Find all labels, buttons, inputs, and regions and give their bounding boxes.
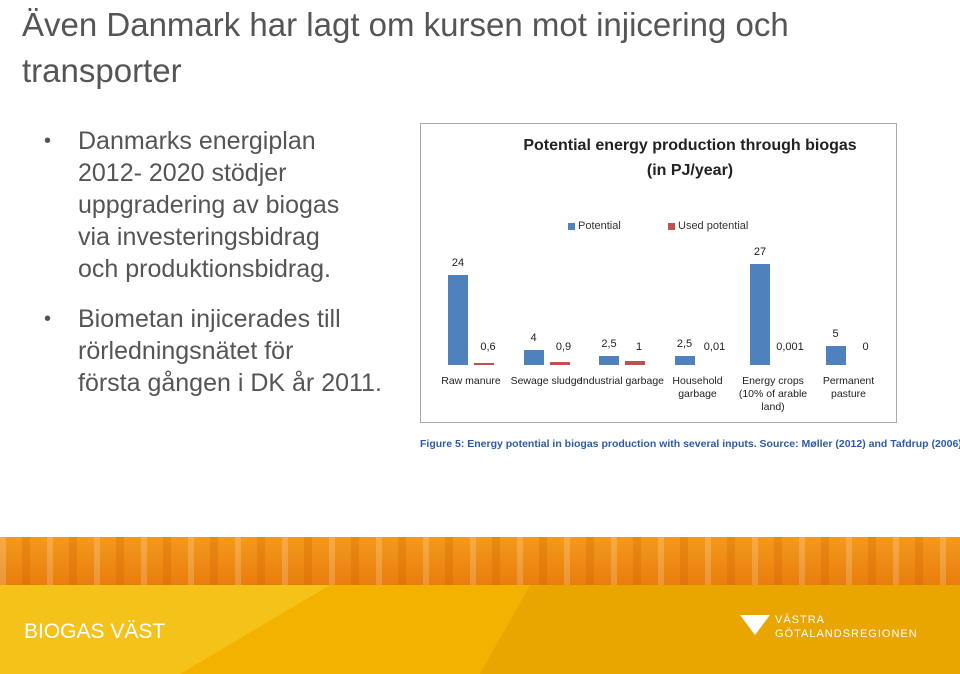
x-tick-label: Sewage sludge xyxy=(510,375,583,387)
slide-title: Även Danmark har lagt om kursen mot inji… xyxy=(22,6,789,89)
chart-title: Potential energy production through biog… xyxy=(523,137,857,154)
decorative-stripe xyxy=(0,537,960,585)
value-label: 0 xyxy=(862,341,869,353)
bar xyxy=(674,355,695,365)
value-label: 2,5 xyxy=(676,337,693,350)
chart-frame xyxy=(420,123,897,423)
value-label: 1 xyxy=(635,341,643,353)
value-label: 2,5 xyxy=(601,337,617,350)
bar xyxy=(448,275,468,365)
figure-caption: Figure 5: Energy potential in biogas pro… xyxy=(420,438,960,450)
x-tick-label: Industrial garbage xyxy=(579,375,665,387)
logo-text: GÖTALANDSREGIONEN xyxy=(775,628,918,640)
bar xyxy=(549,361,570,365)
value-label: 0,01 xyxy=(703,341,726,353)
bullet-text: Danmarks energiplan 2012- 2020 stödjer u… xyxy=(78,127,340,283)
chart-subtitle: (in PJ/year) xyxy=(646,162,734,179)
value-label: 0,9 xyxy=(555,341,572,353)
bullet: • Biometan injicerades till rörledningsnä… xyxy=(44,303,382,399)
legend-label: Used potential xyxy=(678,220,749,232)
bar xyxy=(825,346,846,365)
bar xyxy=(474,362,494,365)
bar xyxy=(523,350,544,365)
legend-swatch xyxy=(568,223,575,230)
footer-text: BIOGAS VÄST xyxy=(24,620,166,643)
value-label: 0,001 xyxy=(776,341,804,353)
legend-label: Potential xyxy=(578,220,621,232)
x-tick-label: Raw manure xyxy=(441,375,501,387)
bar xyxy=(599,355,619,365)
bullet-text: Biometan injicerades till rörledningsnät… xyxy=(78,305,382,397)
bar xyxy=(750,264,770,365)
value-label: 27 xyxy=(753,246,767,258)
x-tick-label: Energy crops (10% of arable land) xyxy=(738,375,808,413)
legend-swatch xyxy=(668,223,675,230)
value-label: 0,6 xyxy=(480,341,496,353)
value-label: 5 xyxy=(832,328,839,341)
x-tick-label: Household garbage xyxy=(672,375,723,400)
value-label: 4 xyxy=(530,332,537,345)
value-label: 24 xyxy=(451,257,465,270)
x-tick-label: Permanent pasture xyxy=(822,375,875,400)
bullet-dot: • xyxy=(44,130,52,152)
footer-band xyxy=(0,585,960,674)
bullet-dot: • xyxy=(44,308,52,330)
bullet: • Danmarks energiplan 2012- 2020 stödjer … xyxy=(44,125,340,285)
logo-text: VÄSTRA xyxy=(775,614,826,626)
bar xyxy=(625,361,645,365)
